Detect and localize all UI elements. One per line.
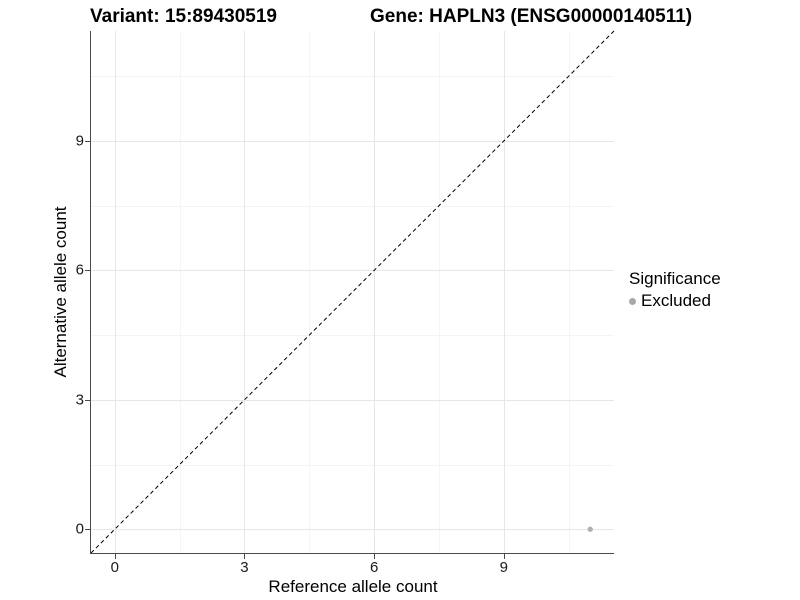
- identity-line: [90, 30, 615, 554]
- x-tick-label: 3: [240, 559, 249, 576]
- x-tick-mark: [114, 554, 116, 559]
- y-tick-label: 3: [75, 391, 84, 409]
- major-gridline-h: [91, 141, 614, 142]
- x-tick-label: 9: [499, 559, 508, 576]
- x-tick-label: 6: [369, 559, 379, 576]
- plot-panel: [90, 30, 615, 554]
- y-axis-line: [90, 31, 91, 554]
- gene-title: Gene: HAPLN3 (ENSG00000140511): [370, 6, 693, 27]
- data-point-excluded: [587, 526, 593, 532]
- x-tick-mark: [503, 554, 505, 559]
- major-gridline-h: [91, 399, 614, 401]
- legend-entry-excluded: Excluded: [629, 291, 721, 311]
- legend-entry-label: Excluded: [641, 291, 711, 310]
- minor-gridline-h: [91, 464, 614, 466]
- major-gridline-v: [244, 31, 246, 553]
- major-gridline-h: [91, 529, 614, 531]
- x-axis-line: [90, 553, 614, 554]
- minor-gridline-h: [91, 205, 614, 207]
- major-gridline-v: [503, 31, 505, 553]
- minor-gridline-v: [179, 31, 181, 553]
- minor-gridline-v: [568, 31, 570, 553]
- variant-title: Variant: 15:89430519: [90, 6, 277, 27]
- major-gridline-v: [114, 31, 116, 553]
- plot-svg: [90, 30, 615, 554]
- legend: Significance Excluded: [629, 269, 721, 311]
- legend-marker-dot: [629, 297, 636, 305]
- y-axis-title: Alternative allele count: [51, 206, 70, 378]
- x-tick-mark: [374, 554, 376, 559]
- major-gridline-h: [91, 270, 614, 272]
- y-tick-mark: [85, 399, 90, 401]
- x-axis-title: Reference allele count: [268, 577, 438, 596]
- y-tick-mark: [85, 141, 90, 142]
- legend-title: Significance: [629, 269, 721, 288]
- minor-gridline-v: [309, 31, 311, 553]
- y-tick-label: 0: [75, 520, 84, 538]
- x-tick-mark: [244, 554, 246, 559]
- y-tick-mark: [85, 529, 90, 531]
- minor-gridline-v: [438, 31, 440, 553]
- y-tick-mark: [85, 270, 90, 272]
- minor-gridline-h: [91, 76, 614, 78]
- y-tick-label: 9: [75, 132, 84, 150]
- x-tick-label: 0: [110, 559, 119, 576]
- y-tick-label: 6: [75, 261, 84, 279]
- major-gridline-v: [374, 31, 376, 553]
- minor-gridline-h: [91, 335, 614, 337]
